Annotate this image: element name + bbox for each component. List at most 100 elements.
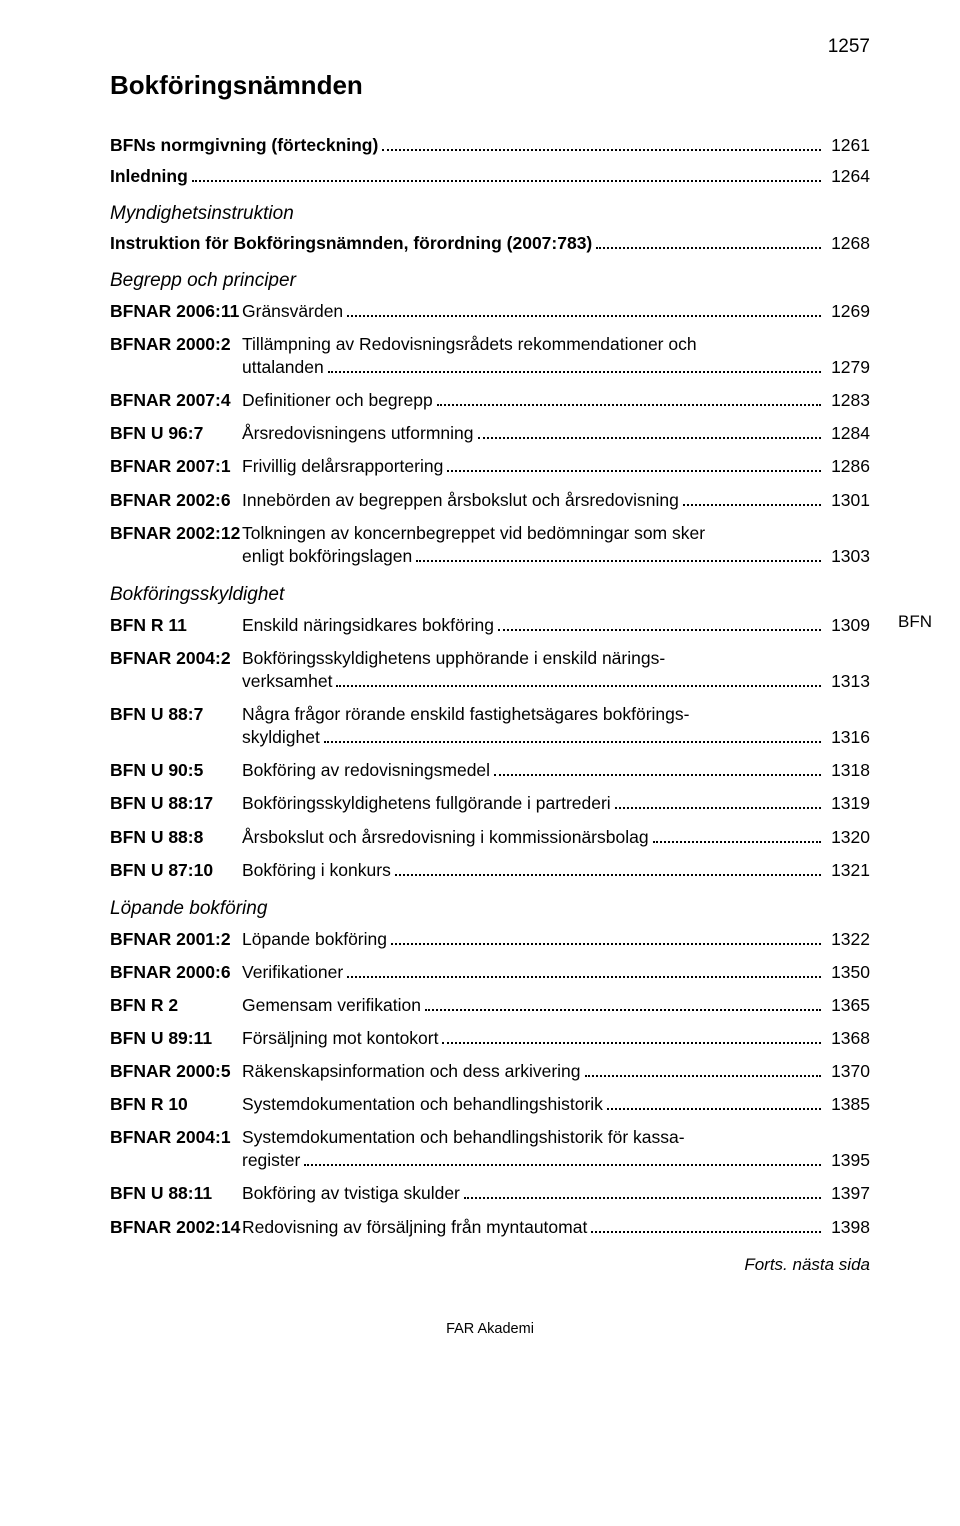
leader-dots — [478, 437, 822, 439]
toc-entry: Instruktion för Bokföringsnämnden, föror… — [110, 233, 870, 254]
leader-dots — [336, 685, 821, 687]
toc-label: Några frågor rörande enskild fastighetsä… — [242, 703, 689, 726]
toc-code: BFN R 10 — [110, 1093, 242, 1116]
leader-dots — [683, 504, 821, 506]
toc-code: BFNAR 2000:5 — [110, 1060, 242, 1083]
section-heading: Myndighetsinstruktion — [110, 203, 870, 225]
toc-label: Bokföring av tvistiga skulder — [242, 1182, 460, 1205]
toc-label: Tillämpning av Redovisningsrådets rekomm… — [242, 333, 697, 356]
toc-page-number: 1269 — [825, 300, 870, 323]
toc-page-number: 1322 — [825, 928, 870, 951]
toc-label: Instruktion för Bokföringsnämnden, föror… — [110, 233, 592, 254]
toc-entry: BFN U 87:10Bokföring i konkurs1321 — [110, 859, 870, 882]
section-heading: Begrepp och principer — [110, 270, 870, 292]
toc-label: verksamhet — [242, 670, 332, 693]
leader-dots — [347, 315, 821, 317]
toc-code: BFN U 88:11 — [110, 1182, 242, 1205]
toc-entry: BFNAR 2000:5Räkenskapsinformation och de… — [110, 1060, 870, 1083]
leader-dots — [442, 1042, 821, 1044]
table-of-contents: BFNs normgivning (förteckning) 1261 Inledn… — [110, 135, 870, 1239]
toc-label: Redovisning av försäljning från myntauto… — [242, 1216, 587, 1239]
toc-code: BFN U 87:10 — [110, 859, 242, 882]
toc-page-number: 1303 — [825, 545, 870, 568]
toc-code: BFN U 90:5 — [110, 759, 242, 782]
toc-entry: BFN R 10Systemdokumentation och behandli… — [110, 1093, 870, 1116]
toc-entry: Inledning1264 — [110, 166, 870, 187]
toc-entry: BFNAR 2002:12Tolkningen av koncernbegrep… — [110, 522, 870, 568]
toc-code: BFN U 88:8 — [110, 826, 242, 849]
toc-entry: BFNs normgivning (förteckning) 1261 — [110, 135, 870, 156]
toc-page-number: 1320 — [825, 826, 870, 849]
leader-dots — [653, 841, 821, 843]
toc-entry: BFNAR 2004:2Bokföringsskyldighetens upph… — [110, 647, 870, 693]
toc-code: BFNAR 2004:2 — [110, 647, 242, 670]
leader-dots — [498, 629, 821, 631]
document-page: 1257 Bokföringsnämnden BFNs normgivning … — [0, 0, 960, 1526]
toc-label: BFNs normgivning (förteckning) — [110, 135, 378, 156]
toc-code: BFNAR 2002:6 — [110, 489, 242, 512]
toc-entry: BFNAR 2002:6Innebörden av begreppen årsb… — [110, 489, 870, 512]
toc-label: Innebörden av begreppen årsbokslut och å… — [242, 489, 679, 512]
toc-entry: BFN U 88:11Bokföring av tvistiga skulder… — [110, 1182, 870, 1205]
toc-code: BFN U 96:7 — [110, 422, 242, 445]
toc-page-number: 1319 — [825, 792, 870, 815]
toc-page-number: 1261 — [825, 135, 870, 156]
toc-code: BFNAR 2001:2 — [110, 928, 242, 951]
toc-entry: BFN U 89:11Försäljning mot kontokort1368 — [110, 1027, 870, 1050]
toc-page-number: 1316 — [825, 726, 870, 749]
leader-dots — [425, 1009, 821, 1011]
toc-page-number: 1385 — [825, 1093, 870, 1116]
toc-label: register — [242, 1149, 300, 1172]
toc-code: BFNAR 2007:1 — [110, 455, 242, 478]
toc-page-number: 1268 — [825, 233, 870, 254]
toc-code: BFN U 88:7 — [110, 703, 242, 726]
toc-entry: BFN U 88:7Några frågor rörande enskild f… — [110, 703, 870, 749]
toc-label: enligt bokföringslagen — [242, 545, 412, 568]
toc-entry: BFNAR 2002:14Redovisning av försäljning … — [110, 1216, 870, 1239]
leader-dots — [328, 371, 821, 373]
toc-label: Definitioner och begrepp — [242, 389, 433, 412]
toc-entry: BFNAR 2000:6Verifikationer1350 — [110, 961, 870, 984]
toc-label: Verifikationer — [242, 961, 343, 984]
leader-dots — [382, 149, 821, 151]
toc-label: Bokföring av redovisningsmedel — [242, 759, 490, 782]
toc-code: BFNAR 2002:14 — [110, 1216, 242, 1239]
toc-entry: BFN U 88:17Bokföringsskyldighetens fullg… — [110, 792, 870, 815]
toc-entry: BFNAR 2007:1Frivillig delårsrapportering… — [110, 455, 870, 478]
toc-label: skyldighet — [242, 726, 320, 749]
toc-entry: BFNAR 2006:11Gränsvärden1269 — [110, 300, 870, 323]
toc-label: Inledning — [110, 166, 188, 187]
toc-code: BFN R 11 — [110, 614, 242, 637]
leader-dots — [607, 1108, 821, 1110]
toc-page-number: 1350 — [825, 961, 870, 984]
toc-code: BFN U 89:11 — [110, 1027, 242, 1050]
toc-label: Bokföringsskyldighetens upphörande i ens… — [242, 647, 665, 670]
toc-code: BFNAR 2000:2 — [110, 333, 242, 356]
toc-label: Gemensam verifikation — [242, 994, 421, 1017]
toc-page-number: 1286 — [825, 455, 870, 478]
toc-label: Tolkningen av koncernbegreppet vid bedöm… — [242, 522, 705, 545]
section-heading: Löpande bokföring — [110, 898, 870, 920]
toc-label: Löpande bokföring — [242, 928, 387, 951]
toc-label: Bokföringsskyldighetens fullgörande i pa… — [242, 792, 611, 815]
toc-code: BFNAR 2004:1 — [110, 1126, 242, 1149]
toc-entry: BFN U 88:8Årsbokslut och årsredovisning … — [110, 826, 870, 849]
toc-entry: BFN U 96:7Årsredovisningens utformning12… — [110, 422, 870, 445]
leader-dots — [596, 247, 821, 249]
toc-entry: BFNAR 2004:1Systemdokumentation och beha… — [110, 1126, 870, 1172]
toc-page-number: 1301 — [825, 489, 870, 512]
leader-dots — [447, 470, 821, 472]
toc-page-number: 1318 — [825, 759, 870, 782]
toc-page-number: 1309 — [825, 614, 870, 637]
toc-entry: BFN U 90:5Bokföring av redovisningsmedel… — [110, 759, 870, 782]
leader-dots — [395, 874, 821, 876]
toc-entry: BFN R 11Enskild näringsidkares bokföring… — [110, 614, 870, 637]
side-tab-label: BFN — [898, 612, 932, 632]
leader-dots — [304, 1164, 821, 1166]
toc-entry: BFNAR 2007:4Definitioner och begrepp1283 — [110, 389, 870, 412]
toc-page-number: 1365 — [825, 994, 870, 1017]
toc-label: Försäljning mot kontokort — [242, 1027, 438, 1050]
toc-label: Enskild näringsidkares bokföring — [242, 614, 494, 637]
toc-page-number: 1370 — [825, 1060, 870, 1083]
leader-dots — [591, 1231, 821, 1233]
